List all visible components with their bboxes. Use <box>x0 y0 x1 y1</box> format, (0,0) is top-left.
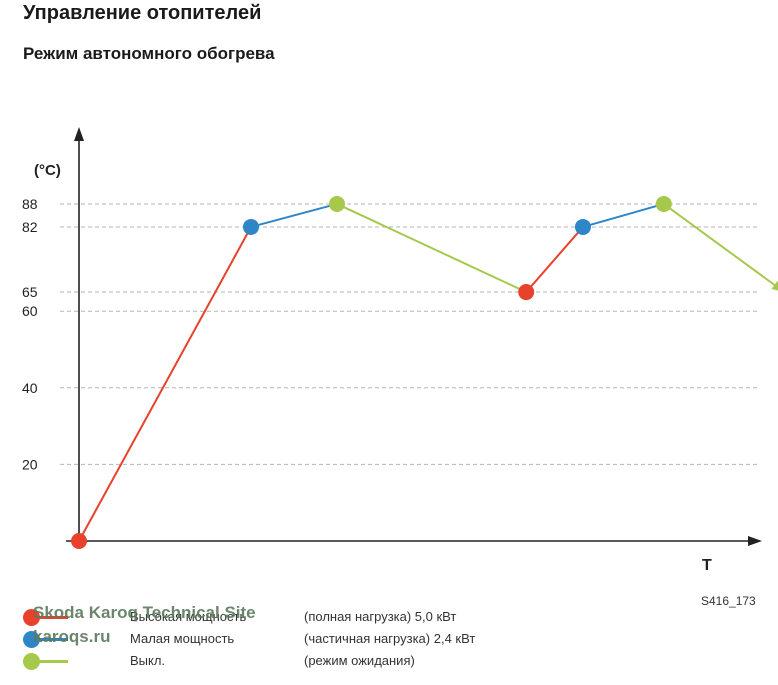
y-axis-arrow <box>74 127 84 141</box>
series-segment <box>525 226 584 293</box>
x-axis-arrow <box>748 536 762 546</box>
y-tick-label: 40 <box>22 380 38 396</box>
page-subtitle: Режим автономного обогрева <box>23 44 275 63</box>
series-segment <box>250 202 338 228</box>
y-tick-label: 20 <box>22 456 38 472</box>
series-segment <box>582 202 665 228</box>
page-title: Управление отопителей <box>23 2 262 24</box>
series-segment <box>336 203 527 293</box>
y-tick-label: 82 <box>22 219 38 235</box>
series-arrowhead <box>771 280 778 291</box>
figure-code: S416_173 <box>701 594 756 608</box>
data-point-high <box>71 533 87 549</box>
y-tick-label: 65 <box>22 284 38 300</box>
x-axis-label: T <box>702 557 712 574</box>
y-tick-label: 88 <box>22 196 38 212</box>
series-segment <box>663 203 776 286</box>
y-axis-label: (°C) <box>34 162 61 179</box>
data-point-low <box>243 218 259 235</box>
series-segment <box>78 226 252 542</box>
y-tick-label: 60 <box>22 303 38 319</box>
data-point-low <box>574 218 591 235</box>
data-point-off <box>329 195 345 212</box>
data-point-high <box>518 284 535 301</box>
data-point-off <box>655 195 672 212</box>
